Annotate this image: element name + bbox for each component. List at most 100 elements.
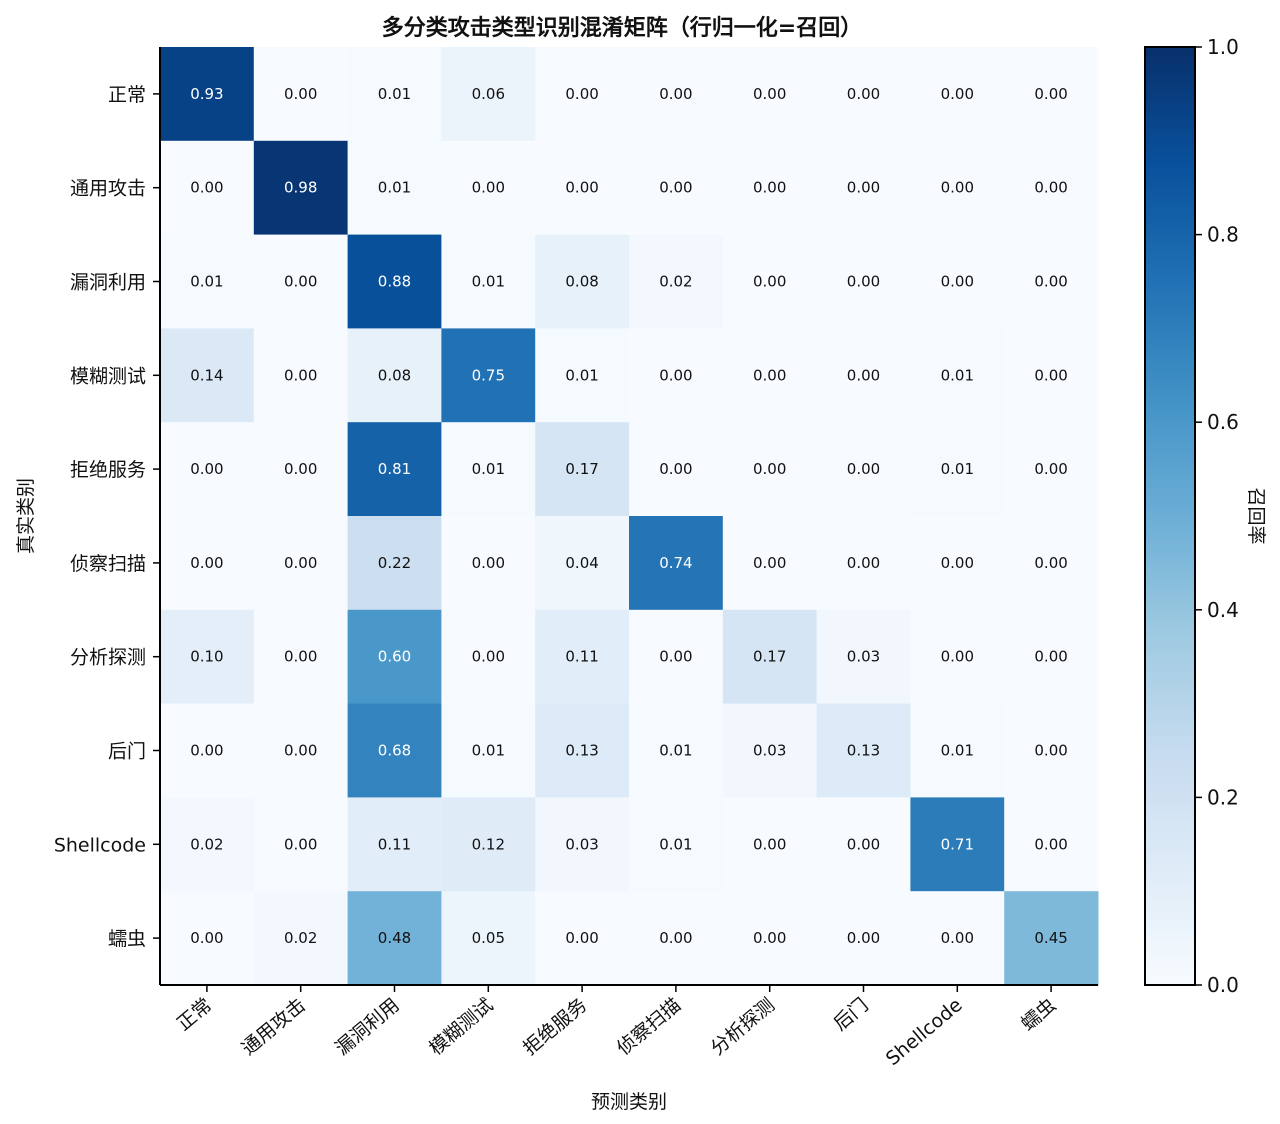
heatmap-cell [347, 516, 442, 611]
cell-value-label: 0.00 [565, 179, 598, 197]
heatmap-cell [441, 609, 536, 705]
cell-value-label: 0.00 [941, 929, 974, 947]
x-tick-label: 分析探测 [707, 994, 779, 1060]
heatmap-cell [722, 703, 818, 798]
cell-value-label: 0.00 [190, 179, 223, 197]
heatmap-cell [722, 140, 818, 236]
cell-value-label: 0.02 [190, 835, 223, 853]
heatmap-cell [253, 328, 349, 423]
heatmap-cell [160, 703, 255, 798]
y-axis-label: 真实类别 [15, 478, 37, 554]
heatmap-cell [535, 703, 630, 798]
y-tick-label: 正常 [108, 84, 146, 106]
cell-value-label: 0.00 [472, 554, 505, 572]
heatmap-cell [629, 328, 724, 423]
cell-value-label: 0.68 [378, 742, 411, 760]
heatmap-cell [441, 703, 536, 798]
heatmap-cell [441, 47, 536, 142]
cell-value-label: 0.12 [472, 835, 505, 853]
cell-value-label: 0.00 [753, 554, 786, 572]
cell-value-label: 0.00 [941, 179, 974, 197]
cell-value-label: 0.93 [190, 85, 223, 103]
cell-value-label: 0.00 [284, 460, 317, 478]
cell-value-label: 0.00 [753, 929, 786, 947]
cell-value-label: 0.14 [190, 366, 223, 384]
heatmap-cell [1004, 328, 1099, 423]
cell-value-label: 0.01 [941, 366, 974, 384]
heatmap-cell [816, 891, 911, 986]
cell-value-label: 0.00 [1034, 85, 1067, 103]
heatmap-cell [629, 422, 724, 517]
heatmap-cell [441, 234, 536, 329]
cell-value-label: 0.00 [1034, 648, 1067, 666]
cell-value-label: 0.00 [753, 273, 786, 291]
cell-value-label: 0.00 [284, 554, 317, 572]
cell-value-label: 0.11 [565, 648, 598, 666]
cell-value-label: 0.00 [1034, 460, 1067, 478]
heatmap-cell [160, 891, 255, 986]
heatmap-cell [1004, 609, 1099, 705]
cell-value-label: 0.00 [565, 85, 598, 103]
heatmap-cell [347, 140, 442, 236]
cell-value-label: 0.48 [378, 929, 411, 947]
heatmap-cell [441, 516, 536, 611]
heatmap-cell [253, 516, 349, 611]
heatmap-cell [160, 422, 255, 517]
heatmap-cell [160, 797, 255, 892]
heatmap-cell [535, 797, 630, 892]
x-tick-label: 蠕虫 [1017, 994, 1060, 1035]
cell-value-label: 0.00 [753, 460, 786, 478]
y-tick-label: 后门 [108, 741, 146, 763]
x-tick-label: 正常 [173, 994, 216, 1035]
heatmap-cell [722, 234, 818, 329]
y-tick-label: 分析探测 [70, 647, 146, 669]
y-tick-label: 通用攻击 [70, 178, 146, 200]
heatmap-cell [253, 609, 349, 705]
heatmap-cell [253, 47, 349, 142]
heatmap-cell [347, 609, 442, 705]
heatmap-cell [816, 422, 911, 517]
cell-value-label: 0.00 [941, 273, 974, 291]
cell-value-label: 0.00 [659, 366, 692, 384]
y-tick-label: Shellcode [54, 834, 146, 856]
cell-value-label: 0.00 [284, 366, 317, 384]
heatmap-cell [816, 797, 911, 892]
heatmap-cell [160, 516, 255, 611]
cell-value-label: 0.00 [847, 366, 880, 384]
heatmap-cell [347, 797, 442, 892]
cell-value-label: 0.75 [472, 366, 505, 384]
heatmap-cell [160, 234, 255, 329]
cell-value-label: 0.00 [190, 742, 223, 760]
heatmap-cell [722, 797, 818, 892]
heatmap-cell [1004, 516, 1099, 611]
heatmap-cell [1004, 797, 1099, 892]
cell-value-label: 0.00 [659, 179, 692, 197]
cell-value-label: 0.00 [659, 929, 692, 947]
y-tick-label: 漏洞利用 [70, 272, 146, 294]
colorbar-label: 召回率 [1245, 487, 1267, 544]
heatmap-cell [816, 328, 911, 423]
heatmap-cell [347, 47, 442, 142]
plot-axes [159, 47, 1098, 986]
heatmap-cell [535, 328, 630, 423]
cell-value-label: 0.00 [190, 929, 223, 947]
cell-value-label: 0.01 [565, 366, 598, 384]
cell-value-label: 0.00 [1034, 554, 1067, 572]
heatmap-cell [816, 516, 911, 611]
colorbar-tick-label: 1.0 [1207, 35, 1239, 59]
x-tick-label: Shellcode [882, 994, 967, 1070]
y-tick-label: 侦察扫描 [70, 553, 146, 575]
chart-title: 多分类攻击类型识别混淆矩阵（行归一化=召回） [382, 15, 862, 41]
heatmap-cell [1004, 703, 1099, 798]
cell-value-label: 0.05 [472, 929, 505, 947]
cell-value-label: 0.71 [941, 835, 974, 853]
heatmap-cell [347, 234, 442, 329]
cell-value-label: 0.00 [847, 460, 880, 478]
colorbar-tick-label: 0.0 [1207, 973, 1239, 997]
heatmap-cell [1004, 234, 1099, 329]
colorbar-gradient [1144, 46, 1196, 986]
heatmap-cell [816, 47, 911, 142]
x-axis-label: 预测类别 [591, 1091, 667, 1113]
y-tick-label: 拒绝服务 [70, 459, 146, 481]
